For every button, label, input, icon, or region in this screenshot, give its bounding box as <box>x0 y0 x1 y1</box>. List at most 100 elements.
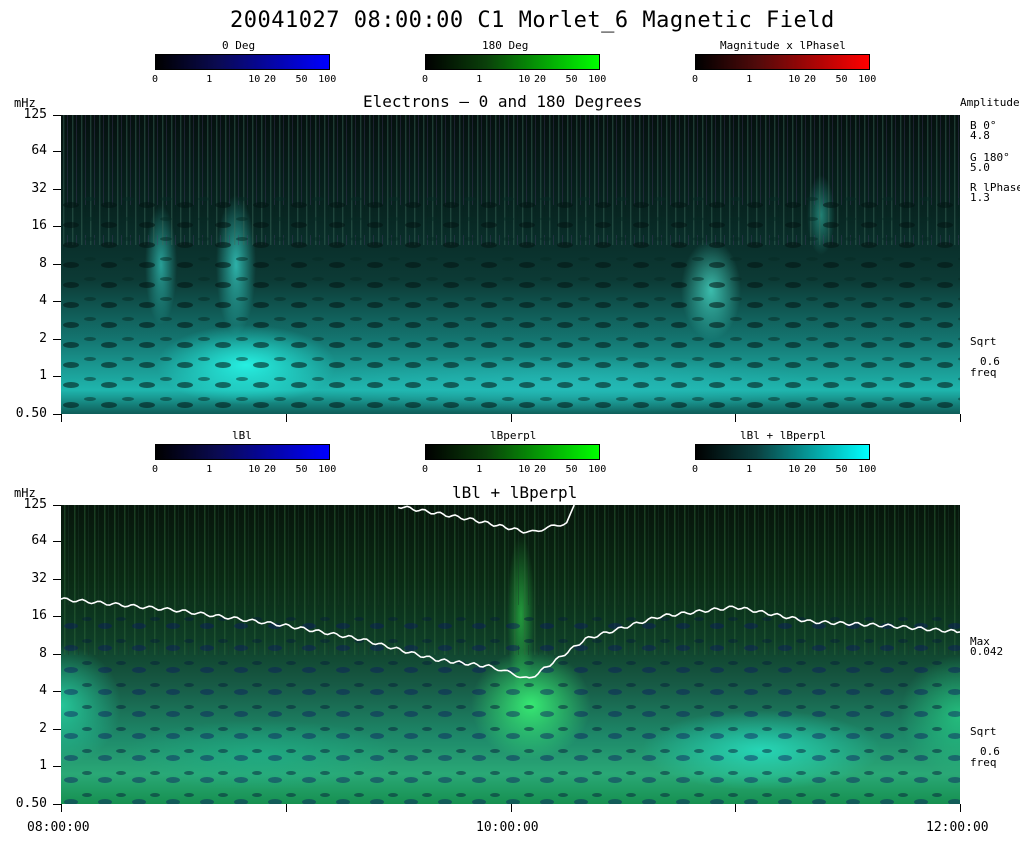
y-tick-mark <box>53 226 61 228</box>
y-tick-label: 1 <box>39 758 47 774</box>
y-tick-mark <box>53 263 61 265</box>
colorbar-tick: 20 <box>264 464 277 475</box>
x-tick-mark <box>510 414 512 422</box>
y-tick-mark <box>53 616 61 618</box>
colorbar-tick: 1 <box>746 74 753 85</box>
colorbar-tick: 10 <box>518 74 531 85</box>
colorbar-0deg <box>155 54 330 70</box>
y-tick-mark <box>53 505 61 506</box>
panel2-title: lBl + lBperpl <box>452 483 578 502</box>
y-tick-label: 32 <box>31 570 47 586</box>
colorbar-tick: 20 <box>804 464 817 475</box>
colorbar-sum-label: lBl + lBperpl <box>740 429 827 442</box>
colorbar-tick: 20 <box>534 74 547 85</box>
y-tick-mark <box>53 188 61 190</box>
panel2-freq-label: freq <box>970 756 997 769</box>
x-tick-mark <box>510 804 512 812</box>
colorbar-tick: 1 <box>476 74 483 85</box>
ridge-curve <box>397 505 575 534</box>
x-tick-label: 10:00:00 <box>476 820 539 835</box>
panel2-texture <box>61 505 960 804</box>
colorbar-tick: 1 <box>206 74 213 85</box>
colorbar-tick: 50 <box>835 74 848 85</box>
y-tick-label: 2 <box>39 330 47 346</box>
legend-g-value: 5.0 <box>970 161 990 174</box>
legend-b-key: B 0° <box>970 119 997 132</box>
colorbar-tick: 20 <box>534 464 547 475</box>
y-tick-label: 8 <box>39 645 47 661</box>
panel2-spectrogram <box>61 505 960 804</box>
colorbar-b <box>155 444 330 460</box>
colorbar-b-label: lBl <box>232 429 252 442</box>
panel2-sqrt-label: Sqrt <box>970 725 997 738</box>
colorbar-sum <box>695 444 870 460</box>
x-tick-mark <box>61 414 62 422</box>
colorbar-tick: 10 <box>248 74 261 85</box>
colorbar-0deg-label: 0 Deg <box>222 39 256 52</box>
legend-r-key: R lPhase <box>970 181 1020 194</box>
panel1-ylabel: mHz <box>14 96 36 110</box>
colorbar-tick: 100 <box>858 464 877 475</box>
x-tick-mark <box>285 804 287 812</box>
colorbar-tick: 0 <box>152 464 159 475</box>
colorbar-tick: 1 <box>206 464 213 475</box>
x-tick-mark <box>735 414 737 422</box>
panel2-max-label: Max <box>970 635 990 648</box>
panel1-sqrt-label: Sqrt <box>970 335 997 348</box>
panel1-spectrogram <box>61 115 960 414</box>
colorbar-180deg <box>425 54 600 70</box>
y-tick-mark <box>53 691 61 693</box>
legend-r-value: 1.3 <box>970 191 990 204</box>
ridge-curve <box>61 597 960 679</box>
y-tick-mark <box>53 541 61 543</box>
panel1-amplitude-header: Amplitude <box>960 96 1020 109</box>
colorbar-bperp-label: lBperpl <box>490 429 537 442</box>
colorbar-tick: 0 <box>422 464 429 475</box>
colorbar-tick: 1 <box>746 464 753 475</box>
x-tick-mark <box>61 804 62 812</box>
colorbar-phase <box>695 54 870 70</box>
colorbar-tick: 100 <box>588 464 607 475</box>
y-tick-label: 32 <box>31 180 47 196</box>
colorbar-tick: 20 <box>804 74 817 85</box>
y-tick-label: 0.50 <box>15 796 47 811</box>
y-tick-label: 4 <box>39 293 47 309</box>
y-tick-label: 16 <box>31 608 47 624</box>
y-tick-mark <box>53 414 61 415</box>
y-tick-label: 16 <box>31 218 47 234</box>
y-tick-label: 0.50 <box>15 406 47 421</box>
x-tick-mark <box>735 804 737 812</box>
colorbar-tick: 10 <box>518 464 531 475</box>
colorbar-tick: 1 <box>476 464 483 475</box>
panel1-texture <box>61 115 960 414</box>
colorbar-tick: 10 <box>248 464 261 475</box>
y-tick-label: 1 <box>39 368 47 384</box>
x-tick-label: 12:00:00 <box>926 820 989 835</box>
colorbar-bperp <box>425 444 600 460</box>
panel1-sqrt-value: 0.6 <box>980 355 1000 368</box>
colorbar-tick: 50 <box>565 464 578 475</box>
y-tick-mark <box>53 376 61 378</box>
y-tick-mark <box>53 578 61 580</box>
colorbar-tick: 10 <box>788 74 801 85</box>
colorbar-tick: 50 <box>295 74 308 85</box>
y-tick-mark <box>53 151 61 153</box>
colorbar-tick: 50 <box>835 464 848 475</box>
panel1-freq-label: freq <box>970 366 997 379</box>
panel1-title: Electrons – 0 and 180 Degrees <box>363 92 643 111</box>
x-tick-label: 08:00:00 <box>27 820 90 835</box>
colorbar-tick: 10 <box>788 464 801 475</box>
legend-b-value: 4.8 <box>970 129 990 142</box>
colorbar-tick: 0 <box>692 464 699 475</box>
panel2-sqrt-value: 0.6 <box>980 745 1000 758</box>
y-tick-mark <box>53 728 61 730</box>
y-tick-label: 4 <box>39 683 47 699</box>
y-tick-mark <box>53 338 61 340</box>
x-tick-mark <box>960 414 961 422</box>
colorbar-tick: 100 <box>588 74 607 85</box>
y-tick-label: 64 <box>31 143 47 159</box>
y-tick-label: 2 <box>39 720 47 736</box>
y-tick-mark <box>53 653 61 655</box>
panel2-max-value: 0.042 <box>970 645 1004 658</box>
colorbar-tick: 100 <box>318 74 337 85</box>
